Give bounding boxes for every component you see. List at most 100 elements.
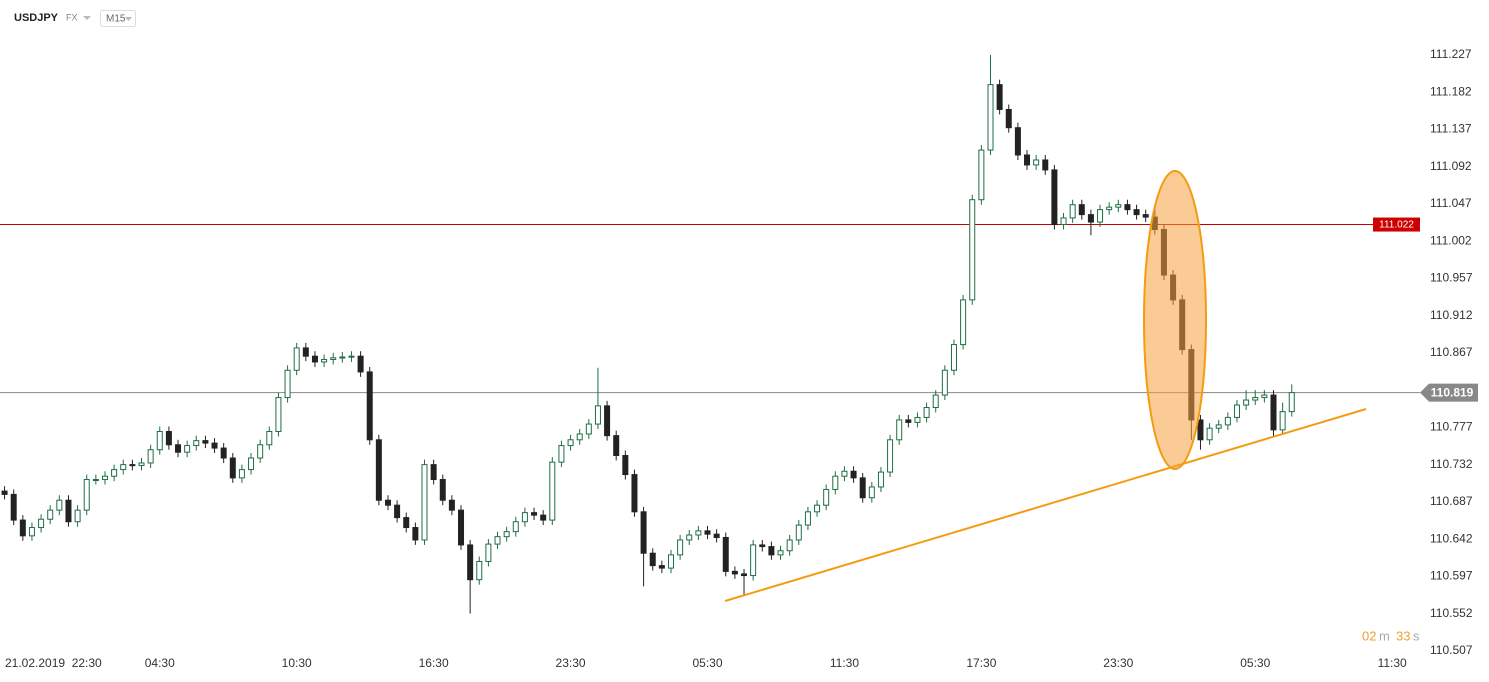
- countdown-minutes: 02: [1362, 628, 1376, 643]
- level-tag: [1373, 217, 1420, 232]
- candle-body: [430, 464, 437, 481]
- y-tick-label: 111.137: [1430, 122, 1472, 136]
- price-tag-label: 110.819: [1431, 385, 1474, 399]
- candle-body: [202, 440, 209, 444]
- candle-body: [695, 530, 702, 536]
- candle-body: [786, 539, 793, 552]
- interval-box[interactable]: [100, 10, 136, 27]
- candle-body: [38, 518, 45, 529]
- candle-body: [357, 355, 364, 373]
- candle-body: [649, 552, 656, 567]
- candle-body: [1051, 169, 1058, 226]
- candle-body: [458, 509, 465, 546]
- candle-body: [631, 474, 638, 513]
- candle-body: [111, 469, 118, 477]
- x-tick-label: 10:30: [282, 656, 312, 670]
- candle-body: [366, 371, 373, 441]
- candle-body: [311, 355, 318, 363]
- candle-body: [1133, 209, 1140, 216]
- candle-body: [1215, 424, 1222, 429]
- candle-body: [1279, 411, 1286, 431]
- candle-body: [978, 149, 985, 201]
- candle-body: [686, 534, 693, 541]
- candle-body: [622, 455, 629, 476]
- candle-body: [704, 530, 711, 535]
- y-tick-label: 110.507: [1430, 643, 1473, 657]
- x-tick-label: 16:30: [419, 656, 449, 670]
- y-tick-label: 110.732: [1430, 457, 1473, 471]
- candle-body: [850, 470, 857, 479]
- interval-arrow[interactable]: [125, 17, 132, 21]
- candle-body: [768, 546, 775, 556]
- x-tick-label: 11:30: [1378, 656, 1407, 670]
- candle-body: [905, 419, 912, 423]
- candle-body: [229, 457, 236, 479]
- x-tick-label: 23:30: [1103, 656, 1133, 670]
- candle-body: [969, 199, 976, 301]
- interval[interactable]: M15: [106, 14, 126, 25]
- candle-body: [549, 461, 556, 521]
- price-tags: 111.022 110.819: [1373, 217, 1478, 402]
- candle-body: [330, 357, 337, 360]
- candle-body: [10, 493, 17, 521]
- candle-body: [403, 517, 410, 529]
- candle-body: [439, 479, 446, 501]
- candle-body: [832, 475, 839, 490]
- candle-body: [512, 521, 519, 533]
- candle-body: [750, 544, 757, 577]
- candle-body: [887, 439, 894, 473]
- y-tick-label: 111.047: [1430, 196, 1472, 210]
- candle-body: [923, 407, 930, 418]
- price-tag: [1420, 383, 1478, 402]
- candle-body: [677, 539, 684, 556]
- candle-body: [531, 512, 538, 516]
- candle-body: [567, 439, 574, 447]
- candle-body: [28, 527, 35, 537]
- y-tick-label: 110.957: [1430, 271, 1473, 285]
- candle-body: [558, 445, 565, 463]
- candle-body: [1069, 204, 1076, 219]
- candle-body: [156, 431, 163, 451]
- candle-body: [92, 479, 99, 482]
- candle-body: [1078, 204, 1085, 216]
- candle-body: [266, 431, 273, 446]
- candle-body: [211, 442, 218, 449]
- candle-body: [741, 573, 748, 577]
- candle-body: [540, 514, 547, 521]
- y-tick-label: 110.642: [1430, 531, 1473, 545]
- y-tick-label: 111.092: [1430, 159, 1472, 173]
- candle-body: [841, 470, 848, 477]
- candle-body: [448, 499, 455, 511]
- x-tick-label: 23:30: [556, 656, 586, 670]
- candle-body: [147, 449, 154, 464]
- y-tick-label: 111.227: [1430, 47, 1472, 61]
- dropdown-arrow[interactable]: [83, 16, 91, 20]
- candle-body: [1087, 214, 1094, 223]
- candle-body: [896, 419, 903, 441]
- candle-body: [877, 471, 884, 488]
- candle-body: [950, 344, 957, 371]
- candle-body: [868, 486, 875, 499]
- x-tick-label: 05:30: [1240, 656, 1270, 670]
- x-tick-label: 05:30: [692, 656, 722, 670]
- candle-body: [120, 464, 127, 471]
- candle-body: [731, 570, 738, 575]
- candle-body: [823, 488, 830, 506]
- candle-body: [175, 444, 182, 453]
- candle-body: [138, 462, 145, 466]
- candle-body: [1, 490, 8, 495]
- candle-body: [275, 397, 282, 433]
- market[interactable]: FX: [66, 12, 78, 22]
- y-tick-label: 111.182: [1430, 84, 1472, 98]
- symbol[interactable]: USDJPY: [14, 12, 59, 24]
- candle-body: [284, 369, 291, 399]
- candle-body: [713, 533, 720, 538]
- x-tick-label: 22:30: [72, 656, 102, 670]
- y-tick-label: 110.777: [1430, 420, 1473, 434]
- candle-body: [1060, 217, 1067, 226]
- candle-body: [485, 543, 492, 562]
- candle-body: [585, 423, 592, 435]
- candle-body: [421, 464, 428, 541]
